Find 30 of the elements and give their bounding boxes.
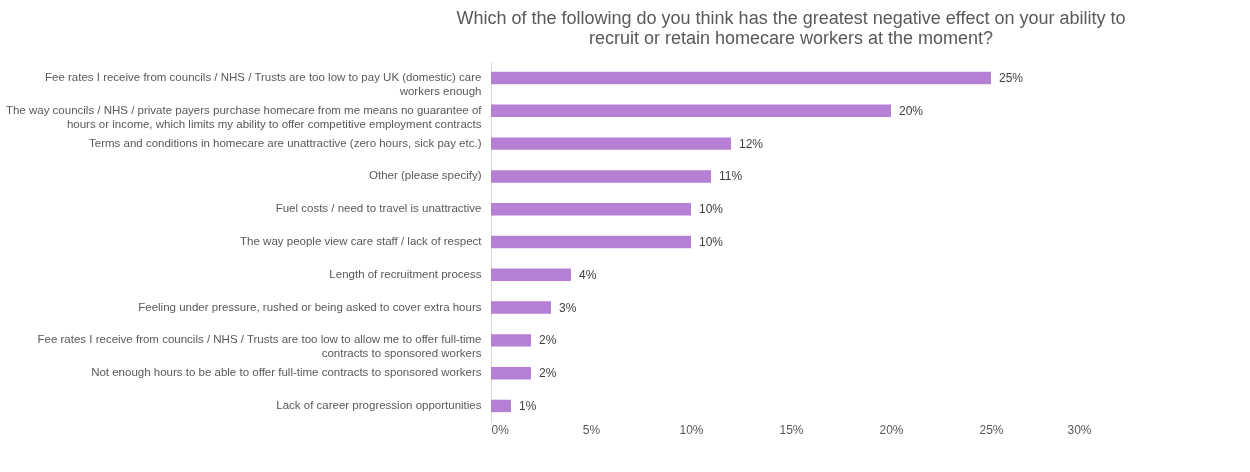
x-tick-label: 25% <box>979 422 1004 437</box>
y-tick-label: Lack of career progression opportunities <box>276 398 482 411</box>
chart-title: Which of the following do you think has the greatest negative effect on your ability to recruit or retain homecare workers at the moment? <box>456 8 1126 48</box>
data-label: 3% <box>559 300 577 315</box>
x-tick-label: 5% <box>582 422 601 437</box>
data-label: 11% <box>719 169 743 184</box>
y-tick-label: Terms and conditions in homecare are unattractive (zero hours, sick pay etc.) <box>89 136 482 149</box>
data-label: 4% <box>579 267 597 282</box>
y-tick-label: Fuel costs / need to travel is unattractive <box>275 202 482 215</box>
data-label: 10% <box>699 202 724 217</box>
x-tick-label: 15% <box>779 422 804 437</box>
x-tick-label: 20% <box>879 422 904 437</box>
x-tick-label: 30% <box>1067 422 1092 437</box>
y-tick-label: The way people view care staff / lack of respect <box>240 235 483 247</box>
data-label: 2% <box>539 366 557 381</box>
data-label: 10% <box>699 235 724 249</box>
data-label: 1% <box>519 398 537 413</box>
x-tick-label: 0% <box>491 422 510 437</box>
y-tick-label: Length of recruitment process <box>329 267 482 280</box>
y-tick-label: The way councils / NHS / private payers purchase homecare from me means no guarantee of hours or income, which limits my ability to offer competitive employment contracts <box>5 103 483 130</box>
data-label: 20% <box>899 103 924 118</box>
data-label: 25% <box>999 71 1024 86</box>
data-label: 12% <box>739 136 764 151</box>
x-tick-label: 10% <box>679 422 704 437</box>
y-tick-label: Feeling under pressure, rushed or being asked to cover extra hours <box>138 300 482 313</box>
y-tick-label: Fee rates I receive from councils / NHS / Trusts are too low to allow me to offer full-time contracts to sponsored workers <box>37 333 482 360</box>
y-tick-label: Other (please specify) <box>369 169 482 182</box>
y-tick-label: Not enough hours to be able to offer full-time contracts to sponsored workers <box>91 366 482 379</box>
data-label: 2% <box>539 333 557 348</box>
y-tick-label: Fee rates I receive from councils / NHS / Trusts are too low to pay UK (domestic) care workers enough <box>44 71 482 98</box>
